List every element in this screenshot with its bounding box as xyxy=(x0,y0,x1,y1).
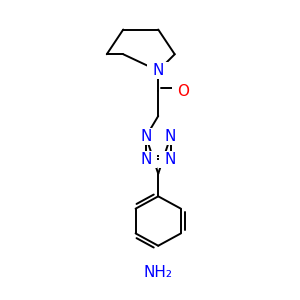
FancyBboxPatch shape xyxy=(159,151,182,167)
Text: N: N xyxy=(140,152,152,167)
Text: N: N xyxy=(152,63,164,78)
FancyBboxPatch shape xyxy=(159,128,182,145)
Text: O: O xyxy=(177,84,189,99)
FancyBboxPatch shape xyxy=(135,151,157,167)
FancyBboxPatch shape xyxy=(147,62,170,79)
FancyBboxPatch shape xyxy=(172,83,194,100)
Text: N: N xyxy=(140,129,152,144)
Text: NH₂: NH₂ xyxy=(144,265,173,280)
Text: N: N xyxy=(165,129,176,144)
FancyBboxPatch shape xyxy=(147,264,170,281)
Text: N: N xyxy=(165,152,176,167)
FancyBboxPatch shape xyxy=(135,128,157,145)
